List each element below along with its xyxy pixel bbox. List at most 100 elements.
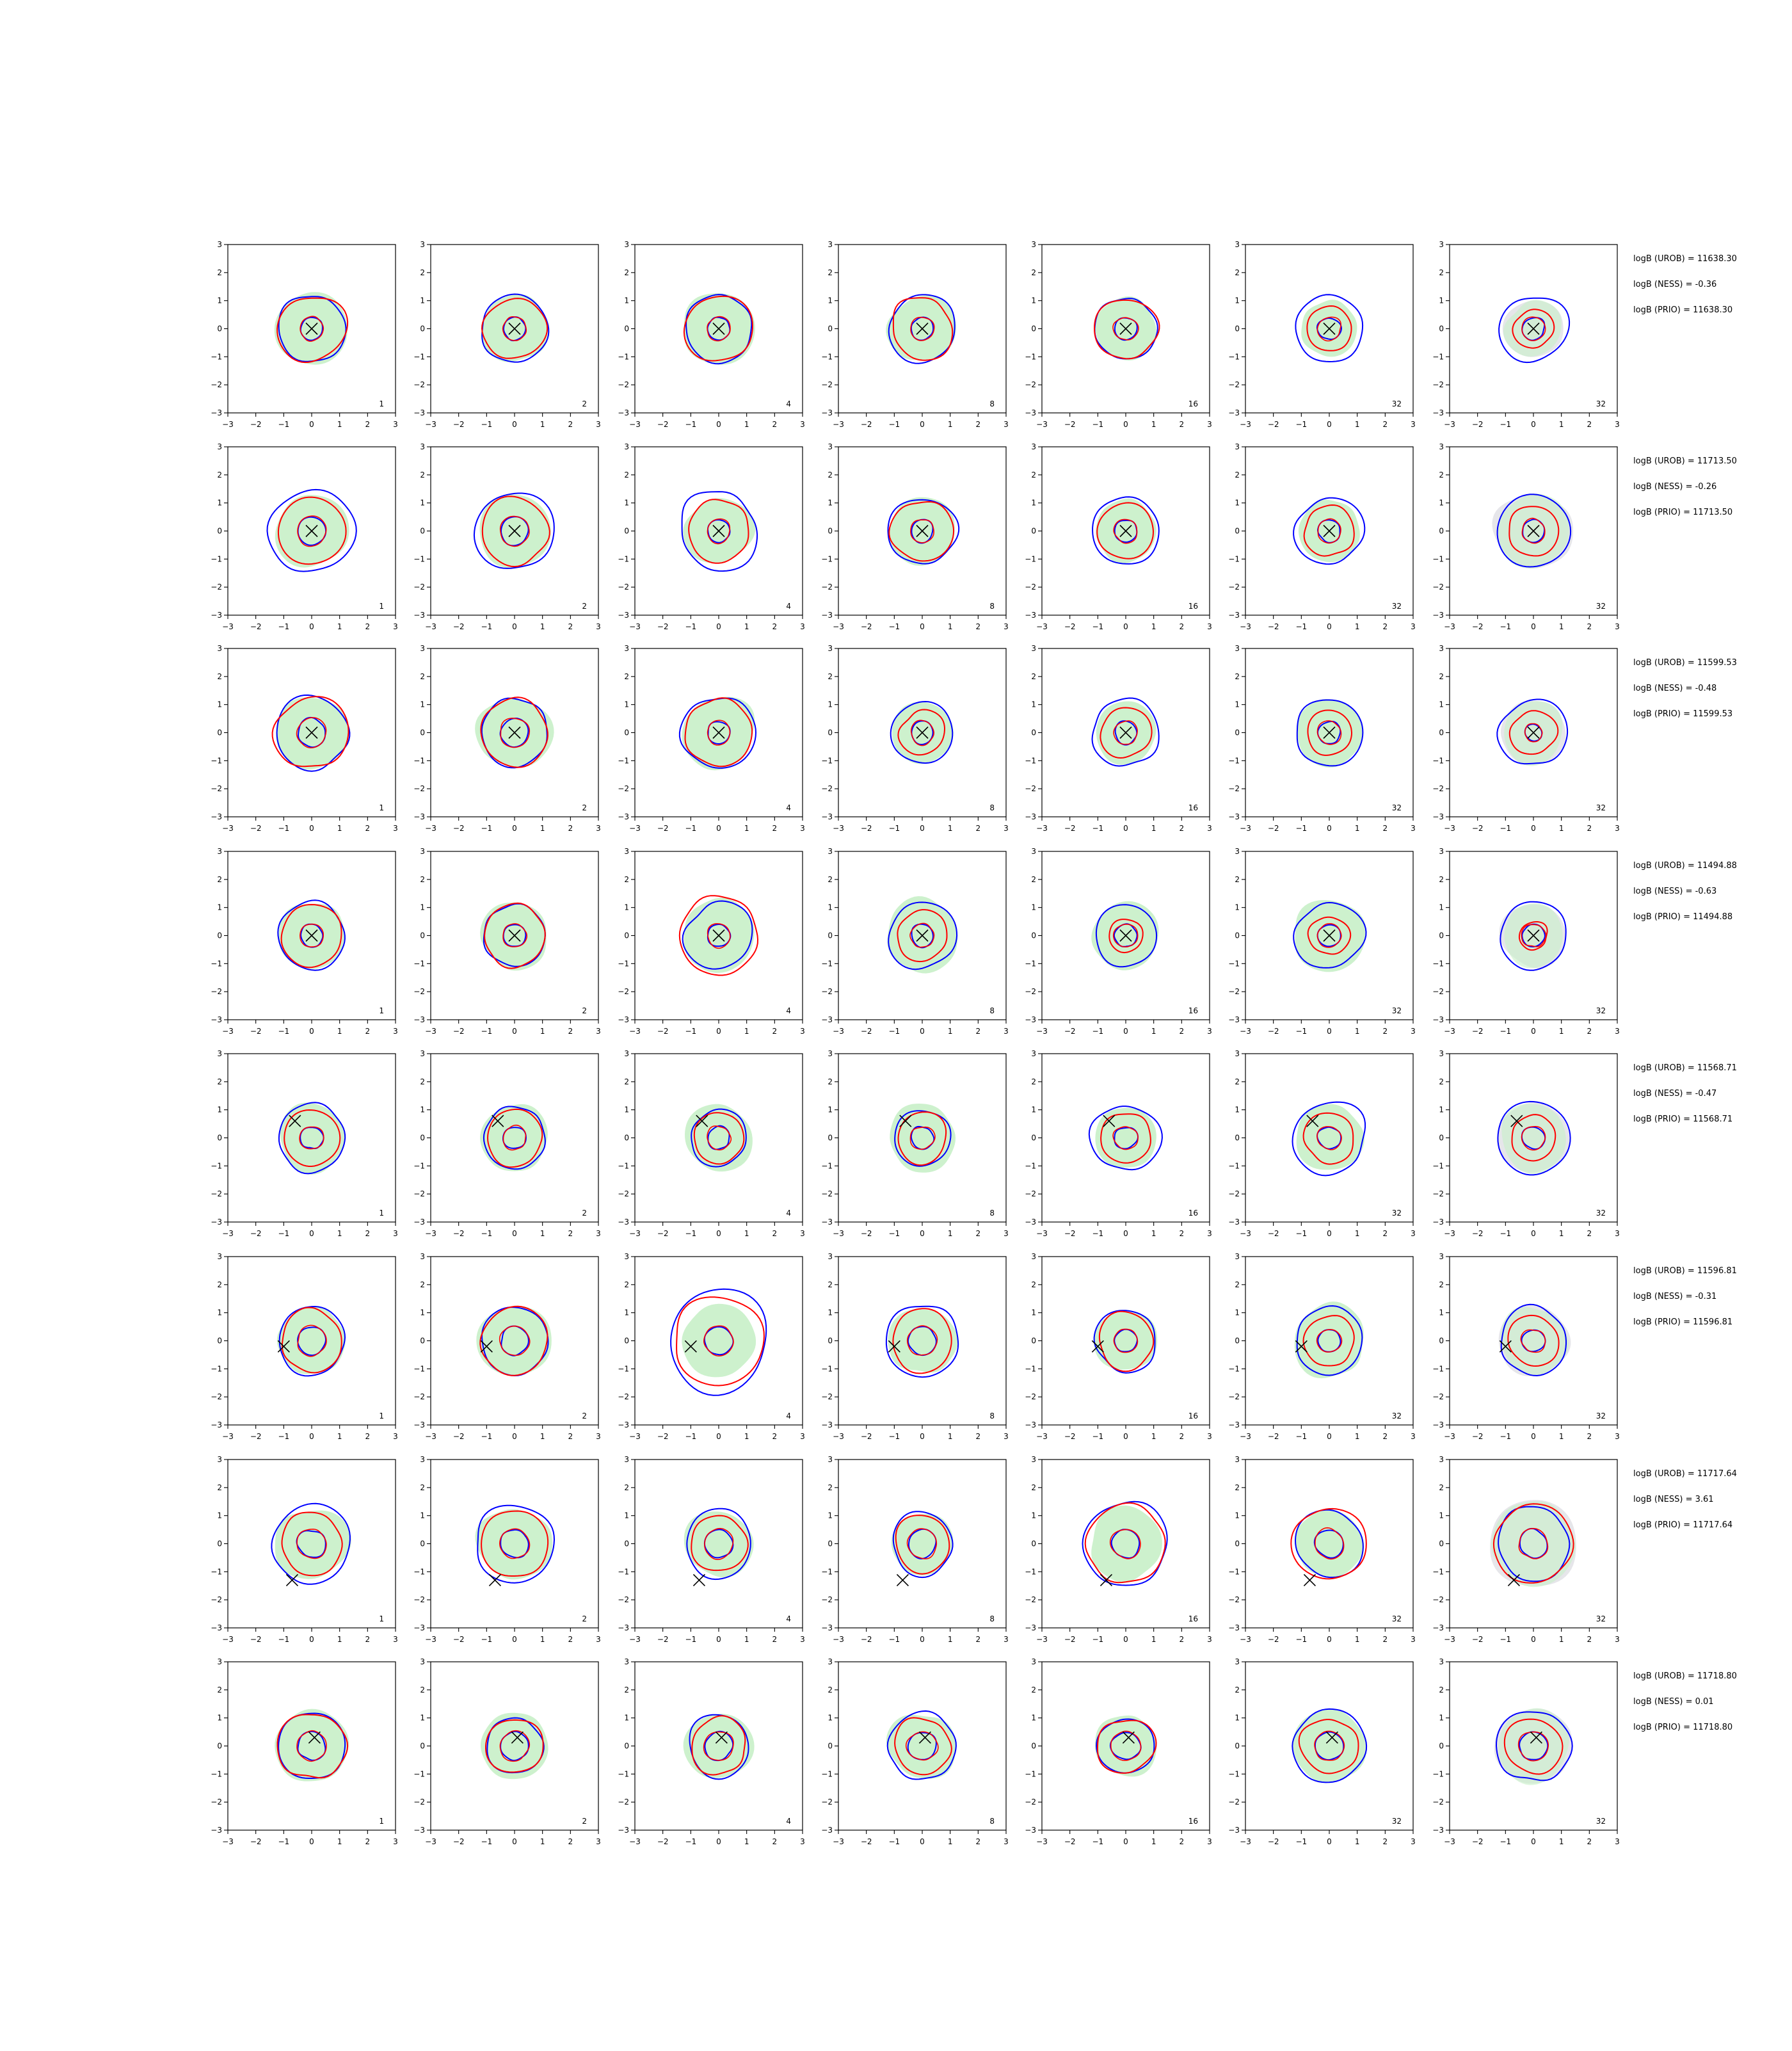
- x-tick-label: −2: [250, 1635, 262, 1644]
- blue-contour-outer: [1082, 1500, 1168, 1586]
- x-tick-label: 1: [1355, 1027, 1360, 1036]
- red-contour-inner: [1112, 924, 1139, 947]
- x-tick-label: 1: [1559, 1837, 1564, 1846]
- x-tick-label: 2: [772, 1027, 778, 1036]
- red-contour-inner: [707, 1125, 732, 1151]
- panel-plot-area: [1497, 1100, 1571, 1176]
- y-tick-label: 1: [1031, 296, 1036, 305]
- x-tick-label: 0: [716, 824, 721, 833]
- red-contour-inner: [299, 1126, 324, 1150]
- y-tick-label: 0: [420, 325, 425, 334]
- panel-plot-area: [276, 1305, 346, 1377]
- x-tick-label: 2: [1180, 1635, 1185, 1644]
- y-tick-label: −1: [821, 1567, 833, 1576]
- x-tick-label: −3: [222, 1635, 234, 1644]
- y-tick-label: 2: [420, 1077, 425, 1086]
- panel-count-label: 32: [1596, 1817, 1606, 1826]
- y-tick-label: 2: [217, 1483, 222, 1492]
- x-tick-label: −2: [1064, 1027, 1076, 1036]
- y-tick-label: −1: [1025, 1567, 1036, 1576]
- y-tick-label: −3: [1025, 1420, 1036, 1429]
- y-tick-label: −1: [821, 1364, 833, 1373]
- y-tick-label: −2: [1025, 987, 1036, 996]
- panel-plot-area: [278, 1102, 346, 1175]
- y-tick-label: −1: [211, 1161, 222, 1170]
- logb-annotation: logB (UROB) = 11599.53: [1633, 658, 1737, 668]
- x-tick-label: 3: [800, 622, 805, 631]
- y-tick-label: 0: [1439, 1540, 1444, 1548]
- y-tick-label: −3: [211, 408, 222, 417]
- red-contour-inner: [707, 316, 731, 342]
- x-tick-label: 2: [365, 824, 371, 833]
- red-contour-outer: [271, 696, 349, 768]
- panel: −3 −2 −1 0 1 2 3 −3 −2 −1 0 1 2 3 32: [1228, 1252, 1416, 1441]
- panel: −3 −2 −1 0 1 2 3 −3 −2 −1 0 1 2 3 4: [618, 1455, 805, 1644]
- x-tick-label: −3: [222, 622, 234, 631]
- red-contour-outer: [1303, 504, 1355, 557]
- y-tick-label: −3: [618, 611, 629, 620]
- y-tick-label: −3: [1025, 611, 1036, 620]
- blue-contour-outer: [473, 492, 555, 569]
- red-contour-outer: [1108, 919, 1144, 954]
- x-tick-label: 2: [1587, 1635, 1592, 1644]
- panel: −3 −2 −1 0 1 2 3 −3 −2 −1 0 1 2 3 1: [211, 442, 398, 631]
- true-value-marker: [1119, 929, 1132, 942]
- y-tick-label: −3: [618, 408, 629, 417]
- x-tick-label: 3: [1615, 1837, 1620, 1846]
- panel-count-label: 16: [1188, 1614, 1198, 1623]
- x-tick-label: −3: [833, 1432, 844, 1441]
- y-tick-label: −1: [413, 1161, 425, 1170]
- y-tick-label: −2: [1432, 583, 1444, 591]
- y-tick-label: −3: [1432, 1420, 1444, 1429]
- y-tick-label: 0: [420, 728, 425, 737]
- x-tick-label: 2: [772, 1635, 778, 1644]
- y-tick-label: 0: [1439, 1134, 1444, 1143]
- y-tick-label: −1: [1025, 1364, 1036, 1373]
- panel-plot-area: [1082, 1500, 1168, 1586]
- y-tick-label: 2: [420, 1280, 425, 1289]
- y-tick-label: 2: [1031, 1280, 1036, 1289]
- x-tick-label: −1: [1092, 1027, 1103, 1036]
- x-tick-label: 1: [948, 622, 953, 631]
- posterior-density-fill: [280, 1102, 345, 1175]
- posterior-density-fill: [476, 1305, 552, 1376]
- red-contour-inner: [910, 720, 935, 746]
- posterior-density-fill: [682, 1303, 756, 1378]
- x-tick-label: 0: [1327, 420, 1332, 429]
- x-tick-label: −2: [1472, 1635, 1484, 1644]
- x-tick-label: 2: [568, 1432, 573, 1441]
- y-tick-label: 2: [217, 1280, 222, 1289]
- panel-count-label: 2: [582, 1614, 587, 1623]
- x-tick-label: 3: [800, 824, 805, 833]
- y-tick-label: 2: [420, 471, 425, 479]
- posterior-density-fill: [1095, 1715, 1156, 1777]
- y-tick-label: −3: [1432, 812, 1444, 821]
- panel: −3 −2 −1 0 1 2 3 −3 −2 −1 0 1 2 3 4: [618, 1049, 805, 1238]
- true-value-marker: [1306, 1114, 1319, 1127]
- x-tick-label: −3: [425, 1837, 436, 1846]
- y-tick-label: 1: [1439, 1106, 1444, 1114]
- panel: −3 −2 −1 0 1 2 3 −3 −2 −1 0 1 2 3 1: [211, 1455, 398, 1644]
- panel: −3 −2 −1 0 1 2 3 −3 −2 −1 0 1 2 3 32: [1432, 847, 1620, 1036]
- x-tick-label: −3: [629, 1837, 641, 1846]
- x-tick-label: −2: [453, 1432, 465, 1441]
- y-tick-label: 0: [420, 1337, 425, 1346]
- x-tick-label: 2: [772, 1432, 778, 1441]
- y-tick-label: −1: [821, 352, 833, 361]
- blue-contour-outer: [1292, 1708, 1368, 1783]
- x-tick-label: 2: [365, 1432, 371, 1441]
- y-tick-label: −1: [1228, 1364, 1240, 1373]
- y-tick-label: 1: [420, 1308, 425, 1317]
- y-tick-label: 2: [217, 875, 222, 884]
- x-tick-label: −2: [1268, 1229, 1279, 1238]
- blue-contour-outer: [277, 899, 346, 971]
- y-tick-label: −3: [1025, 1218, 1036, 1227]
- x-tick-label: 0: [309, 824, 314, 833]
- red-contour-inner: [1316, 923, 1342, 948]
- y-tick-label: 1: [420, 1511, 425, 1520]
- red-contour-inner: [1316, 1329, 1343, 1353]
- red-contour-outer: [691, 1515, 749, 1572]
- y-tick-label: 1: [420, 903, 425, 912]
- blue-contour-outer: [886, 1710, 957, 1780]
- x-tick-label: −1: [481, 622, 492, 631]
